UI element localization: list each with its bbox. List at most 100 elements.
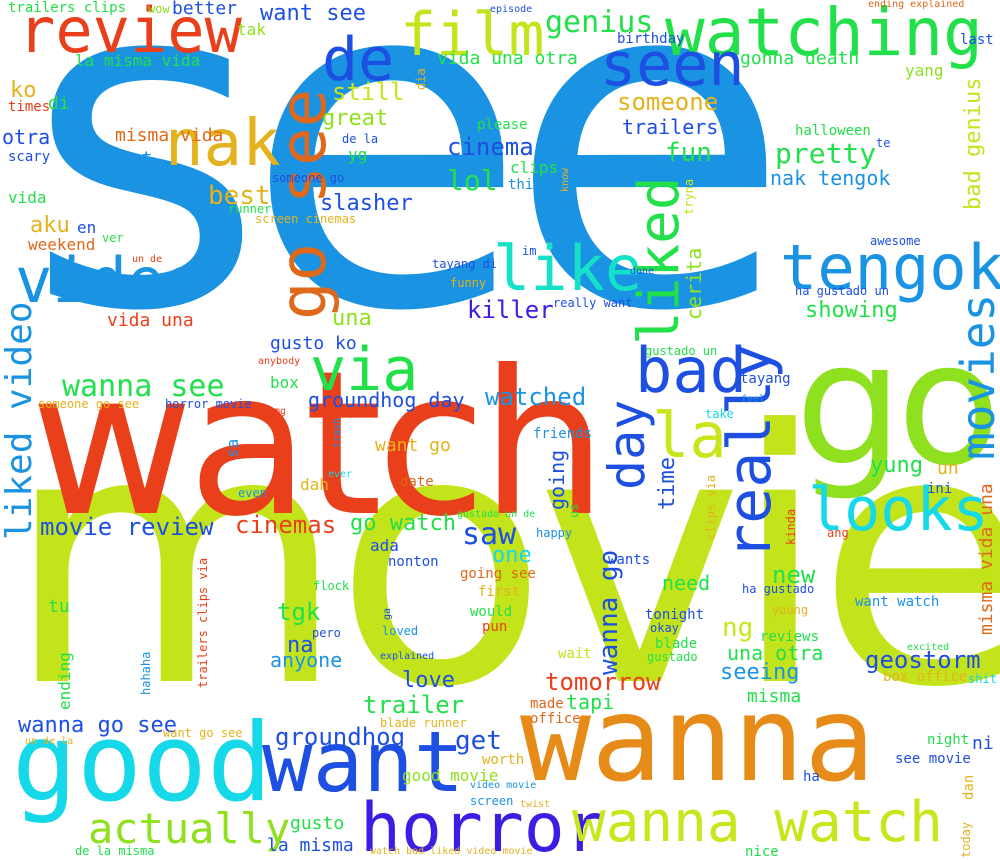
word-good: good [12,701,273,826]
word-runner: runner [228,202,272,216]
word-cinema: cinema [447,133,534,161]
word-wanna-watch: wanna watch [572,790,943,855]
word-anyone: anyone [270,648,343,672]
word-ending-explained: ending explained [868,0,965,10]
word-ada: ada [370,536,399,555]
word-got: got [120,148,153,169]
word-review: review [18,0,242,67]
word-really-want: really want [553,296,633,310]
word-seen: seen [600,30,745,100]
word-cinemas: cinemas [235,511,337,539]
word-nonton: nonton [388,554,439,570]
word-worth: worth [482,752,525,768]
word-tengok: tengok [780,231,1000,304]
word-good-movie: good movie [402,766,499,785]
word-watch-bad-liked-video-movie: watch bad liked video movie [370,846,533,857]
word-cerita: cerita [682,247,706,320]
word-twist: twist [520,799,551,810]
word-going-see: going see [460,566,536,582]
word-new: new [772,561,816,589]
word-liked-video: liked video [0,301,40,540]
word-someone-go: someone go [272,171,345,185]
word-fun: fun [665,138,712,168]
word-pero: pero [312,626,341,640]
word-want-watch: want watch [855,594,940,610]
word-date: date [400,474,434,490]
word-get: get [455,726,502,756]
word-wanna-go-see: wanna go see [18,713,177,738]
word-tayang: tayang [740,371,791,387]
word-episode: episode [490,4,533,15]
word-de-la: de la [342,132,379,146]
word-ko: ko [10,78,37,103]
word-know: know [560,167,571,192]
word-geostorm: geostorm [865,646,981,674]
word-ha-gustado-un: ha gustado un [795,284,889,298]
word-still: still [332,78,405,106]
word-ini: ini [927,481,953,497]
word-actually: actually [88,804,291,853]
word-wow: wow [148,2,170,16]
word-trailers-clips: trailers clips [8,0,127,16]
word-ever: ever [328,469,353,480]
word-screen: screen [470,794,514,808]
word-im: im [522,244,537,258]
word-gustado-un-de: gustado un de [457,509,536,520]
word-better: better [172,0,238,19]
word-video: video [15,244,202,317]
word-made: made [530,696,564,712]
word-pun: pun [482,619,508,635]
word-yang: yang [905,61,944,80]
word-screen-cinemas: screen cinemas [255,212,357,226]
word-trailers-clips-via: trailers clips via [196,557,210,688]
word-dan: dan [961,774,977,800]
word-us: us [567,503,581,518]
word-dia: dia [414,68,428,90]
word-today: today [959,821,973,858]
word-una: una [332,306,372,331]
word-someone: someone [617,88,719,116]
word-lol: lol [447,164,498,197]
word-otra: otra [2,125,51,149]
word-ga: ga [382,607,393,620]
word-ha: ha [803,769,820,785]
word-please: please [477,117,528,133]
word-young: young [772,603,809,617]
word-tgk: tgk [277,598,321,626]
word-reviews: reviews [760,629,820,645]
word-even: even [238,486,267,500]
word-liked: liked [627,176,692,345]
word-trash: trash [332,417,343,448]
word-yg: yg [348,145,368,164]
word-tomorrow: tomorrow [545,668,661,696]
word-nak-tengok: nak tengok [770,166,891,190]
word-clips: clips [510,158,559,177]
word-nak: nak [165,107,281,181]
word-box-office: box office [883,669,968,685]
word-groundhog-day: groundhog day [308,388,465,412]
word-gusto-ko: gusto ko [270,333,357,354]
word-excited: excited [907,642,950,653]
word-la-misma-vida: la misma vida [75,51,201,70]
word-scary: scary [8,149,51,165]
word-nice: nice [745,844,779,860]
word-done: done [630,266,655,277]
word-halloween: halloween [795,123,871,139]
word-de-la-misma: de la misma [75,844,155,858]
word-ni: ni [972,733,994,754]
word-funny: funny [450,276,487,290]
word-trailers: trailers [622,115,719,139]
word-ver: ver [102,231,124,245]
word-tryna: tryna [682,178,696,215]
word-movies: movies [951,293,1000,460]
word-misma-vida: misma vida [115,125,224,146]
word-te: te [876,136,891,150]
word-like: like [493,232,643,305]
word-wanna-go: wanna go [594,549,624,675]
word-love: love [402,668,455,693]
word-see-movie: see movie [895,751,971,767]
word-anybody: anybody [258,356,301,367]
word-movie-review: movie review [40,513,214,541]
word-ang: ang [827,526,849,540]
